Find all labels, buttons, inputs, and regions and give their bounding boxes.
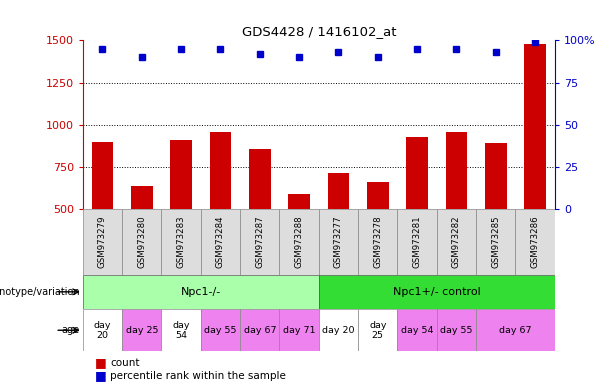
Bar <box>201 309 240 351</box>
Text: percentile rank within the sample: percentile rank within the sample <box>110 371 286 381</box>
Bar <box>210 132 231 209</box>
Text: day 54: day 54 <box>401 326 433 335</box>
Text: GSM973279: GSM973279 <box>98 216 107 268</box>
Text: day 67: day 67 <box>499 326 531 335</box>
Bar <box>161 209 201 275</box>
Text: day
20: day 20 <box>94 321 111 340</box>
Bar <box>358 309 397 351</box>
Bar <box>397 209 436 275</box>
Bar <box>406 137 428 209</box>
Text: age: age <box>61 325 80 335</box>
Text: GSM973287: GSM973287 <box>255 215 264 268</box>
Text: Npc1-/-: Npc1-/- <box>181 287 221 297</box>
Bar <box>436 209 476 275</box>
Bar <box>524 44 546 209</box>
Text: day
25: day 25 <box>369 321 387 340</box>
Text: count: count <box>110 358 140 368</box>
Bar <box>319 309 358 351</box>
Bar <box>91 142 113 209</box>
Text: GSM973277: GSM973277 <box>334 215 343 268</box>
Bar <box>485 142 506 209</box>
Text: day 55: day 55 <box>440 326 473 335</box>
Text: day 20: day 20 <box>322 326 355 335</box>
Bar <box>358 209 397 275</box>
Bar <box>83 209 122 275</box>
Bar <box>83 309 122 351</box>
Bar <box>280 309 319 351</box>
Text: ■: ■ <box>95 356 107 369</box>
Text: GSM973282: GSM973282 <box>452 215 461 268</box>
Text: day
54: day 54 <box>172 321 190 340</box>
Bar <box>476 309 555 351</box>
Text: GSM973286: GSM973286 <box>531 215 539 268</box>
Text: day 25: day 25 <box>126 326 158 335</box>
Bar <box>240 309 280 351</box>
Text: genotype/variation: genotype/variation <box>0 287 80 297</box>
Text: Npc1+/- control: Npc1+/- control <box>393 287 481 297</box>
Bar <box>83 275 319 309</box>
Text: GSM973278: GSM973278 <box>373 215 383 268</box>
Bar <box>170 140 192 209</box>
Bar <box>319 275 555 309</box>
Bar <box>367 182 389 209</box>
Bar <box>240 209 280 275</box>
Text: GSM973288: GSM973288 <box>295 215 303 268</box>
Bar <box>319 209 358 275</box>
Title: GDS4428 / 1416102_at: GDS4428 / 1416102_at <box>242 25 396 38</box>
Bar <box>516 209 555 275</box>
Bar <box>327 173 349 209</box>
Text: GSM973283: GSM973283 <box>177 215 186 268</box>
Text: day 71: day 71 <box>283 326 315 335</box>
Bar <box>397 309 436 351</box>
Bar <box>161 309 201 351</box>
Bar <box>122 309 161 351</box>
Text: day 67: day 67 <box>243 326 276 335</box>
Text: GSM973280: GSM973280 <box>137 215 147 268</box>
Text: GSM973284: GSM973284 <box>216 215 225 268</box>
Bar <box>131 187 153 209</box>
Bar <box>288 194 310 209</box>
Bar <box>122 209 161 275</box>
Bar <box>201 209 240 275</box>
Bar <box>280 209 319 275</box>
Bar <box>476 209 516 275</box>
Text: GSM973281: GSM973281 <box>413 215 422 268</box>
Text: GSM973285: GSM973285 <box>491 215 500 268</box>
Bar <box>446 132 467 209</box>
Bar <box>249 149 270 209</box>
Text: day 55: day 55 <box>204 326 237 335</box>
Text: ■: ■ <box>95 369 107 382</box>
Bar <box>436 309 476 351</box>
